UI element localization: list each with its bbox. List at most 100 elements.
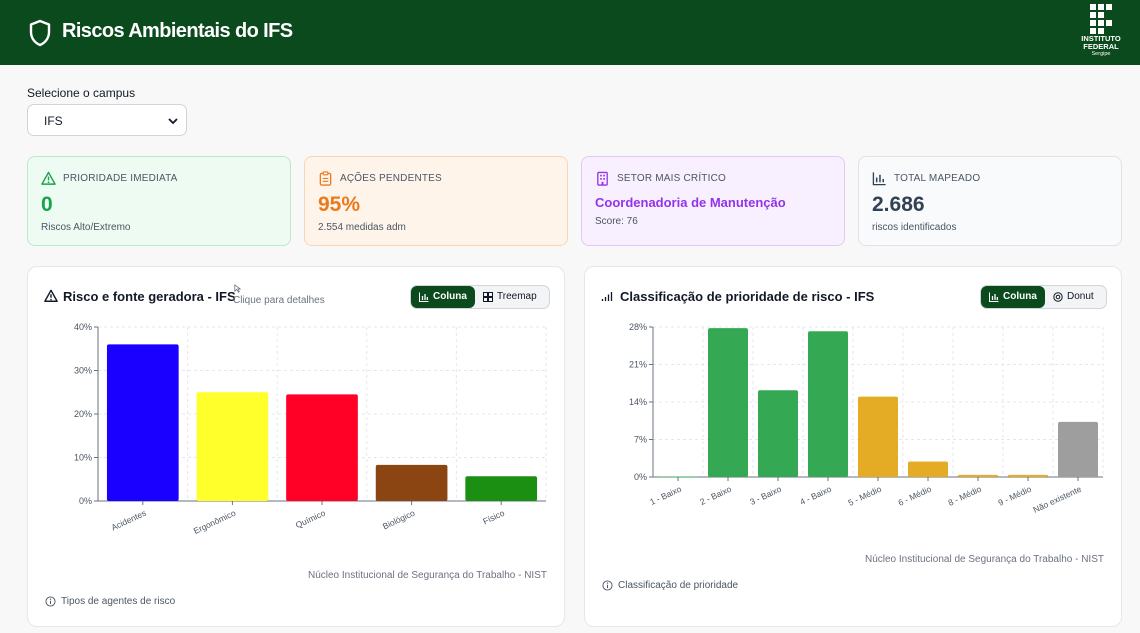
footer-text: Classificação de prioridade [618,580,739,591]
bar [708,328,748,477]
donut-icon [1053,292,1063,302]
risk-source-chart: 0% 10% 20% 30% 40% Acidentes Ergonômico Químico… [74,322,547,536]
warning-icon [44,289,58,302]
x-tick-label: 4 - Baixo [798,484,833,507]
campus-label: Selecione o campus [27,86,136,100]
logo-text-3: Sergipe [1091,51,1111,57]
click-hint: Clique para detalhes [233,295,325,306]
y-tick-label: 28% [629,322,647,332]
x-tick-label: Não existente [1032,484,1084,515]
x-tick-label: Físico [481,508,506,527]
footer-text: Tipos de agentes de risco [61,596,176,607]
chevron-down-icon [168,118,178,125]
coluna-label: Coluna [433,291,467,302]
card-label: TOTAL MAPEADO [894,173,981,184]
bar [465,476,538,501]
y-tick-label: 7% [634,435,647,445]
bar [758,390,798,477]
bar [1058,421,1098,477]
logo-text-1: INSTITUTO [1081,34,1121,43]
column-chart-icon [989,292,999,302]
treemap-toggle-button[interactable]: Treemap [475,286,549,308]
card-value: Coordenadoria de Manutenção [595,195,786,210]
shield-icon [29,19,51,47]
card-subtext: Riscos Alto/Extremo [41,222,131,233]
institute-logo-icon [1090,4,1112,34]
priority-chart: 0% 7% 14% 21% 28% 1 - Baixo 2 - Baixo 3 - Baixo… [629,322,1104,515]
x-tick-label: Ergonômico [192,508,238,536]
app-header: Riscos Ambientais do IFS INSTITUTO FEDER… [0,0,1140,65]
bar [375,464,448,501]
x-tick-label: Acidentes [110,508,148,533]
source-note: Núcleo Institucional de Segurança do Tra… [864,554,1104,565]
y-tick-label: 14% [629,397,647,407]
bar [286,394,358,501]
panel-title: Risco e fonte geradora - IFS [63,289,236,304]
info-icon [602,580,613,591]
bar-chart-icon [872,172,886,186]
panel-footer: Classificação de prioridade [602,580,738,591]
y-tick-label: 10% [74,453,92,463]
card-label: AÇÕES PENDENTES [340,173,442,184]
x-tick-label: 1 - Baixo [648,484,683,507]
card-value: 95% [318,193,361,216]
logo-text-2: FEDERAL [1083,42,1119,51]
campus-select[interactable]: IFS [27,104,187,136]
panel-footer: Tipos de agentes de risco [45,596,175,607]
y-tick-label: 0% [79,496,92,506]
pointer-icon [234,284,242,293]
column-chart-icon [419,292,429,302]
card-subtext: Score: 76 [595,216,638,227]
coluna-toggle-button[interactable]: Coluna [411,286,475,308]
treemap-label: Treemap [497,291,537,302]
campus-select-value: IFS [44,114,63,128]
card-value: 2.686 [872,193,925,216]
card-label: SETOR MAIS CRÍTICO [617,173,726,184]
bar [1008,474,1048,477]
bar [908,461,948,477]
info-icon [45,596,56,607]
panel-title: Classificação de prioridade de risco - I… [620,289,875,304]
view-toggle: Coluna Treemap [410,285,550,309]
x-tick-label: 2 - Baixo [698,484,733,507]
y-tick-label: 21% [629,360,647,370]
y-tick-label: 30% [74,366,92,376]
x-tick-label: Biológico [381,508,417,532]
priority-panel: Classificação de prioridade de risco - I… [584,266,1122,627]
x-tick-label: 5 - Médio [847,484,884,508]
warning-icon [41,171,56,185]
view-toggle: Coluna Donut [980,285,1107,309]
coluna-toggle-button[interactable]: Coluna [981,286,1045,308]
x-tick-label: Químico [294,508,327,531]
x-tick-label: 8 - Médio [947,484,984,508]
donut-toggle-button[interactable]: Donut [1045,286,1106,308]
card-total-mapeado: TOTAL MAPEADO 2.686 riscos identificados [858,156,1122,246]
y-tick-label: 40% [74,322,92,332]
card-value: 0 [41,193,53,216]
bar [106,344,179,501]
card-acoes-pendentes: AÇÕES PENDENTES 95% 2.554 medidas adm [304,156,568,246]
y-tick-label: 20% [74,409,92,419]
x-tick-label: 6 - Médio [897,484,934,508]
app-title: Riscos Ambientais do IFS [62,20,293,42]
donut-label: Donut [1067,291,1094,302]
signal-bars-icon [601,292,613,301]
card-setor-critico: SETOR MAIS CRÍTICO Coordenadoria de Manu… [581,156,845,246]
card-subtext: 2.554 medidas adm [318,222,406,233]
building-icon [597,171,608,186]
coluna-label: Coluna [1003,291,1037,302]
y-tick-label: 0% [634,472,647,482]
clipboard-icon [319,171,332,186]
source-note: Núcleo Institucional de Segurança do Tra… [307,570,547,581]
bar [658,476,698,478]
card-label: PRIORIDADE IMEDIATA [63,173,178,184]
risk-source-panel: Risco e fonte geradora - IFS Clique para… [27,266,565,627]
bar [196,392,269,501]
x-tick-label: 9 - Médio [997,484,1034,508]
institute-logo: INSTITUTO FEDERAL Sergipe [1076,4,1126,60]
bar [958,474,998,477]
card-prioridade-imediata: PRIORIDADE IMEDIATA 0 Riscos Alto/Extrem… [27,156,291,246]
x-tick-label: 3 - Baixo [748,484,783,507]
treemap-icon [483,292,493,302]
bar [858,396,898,477]
